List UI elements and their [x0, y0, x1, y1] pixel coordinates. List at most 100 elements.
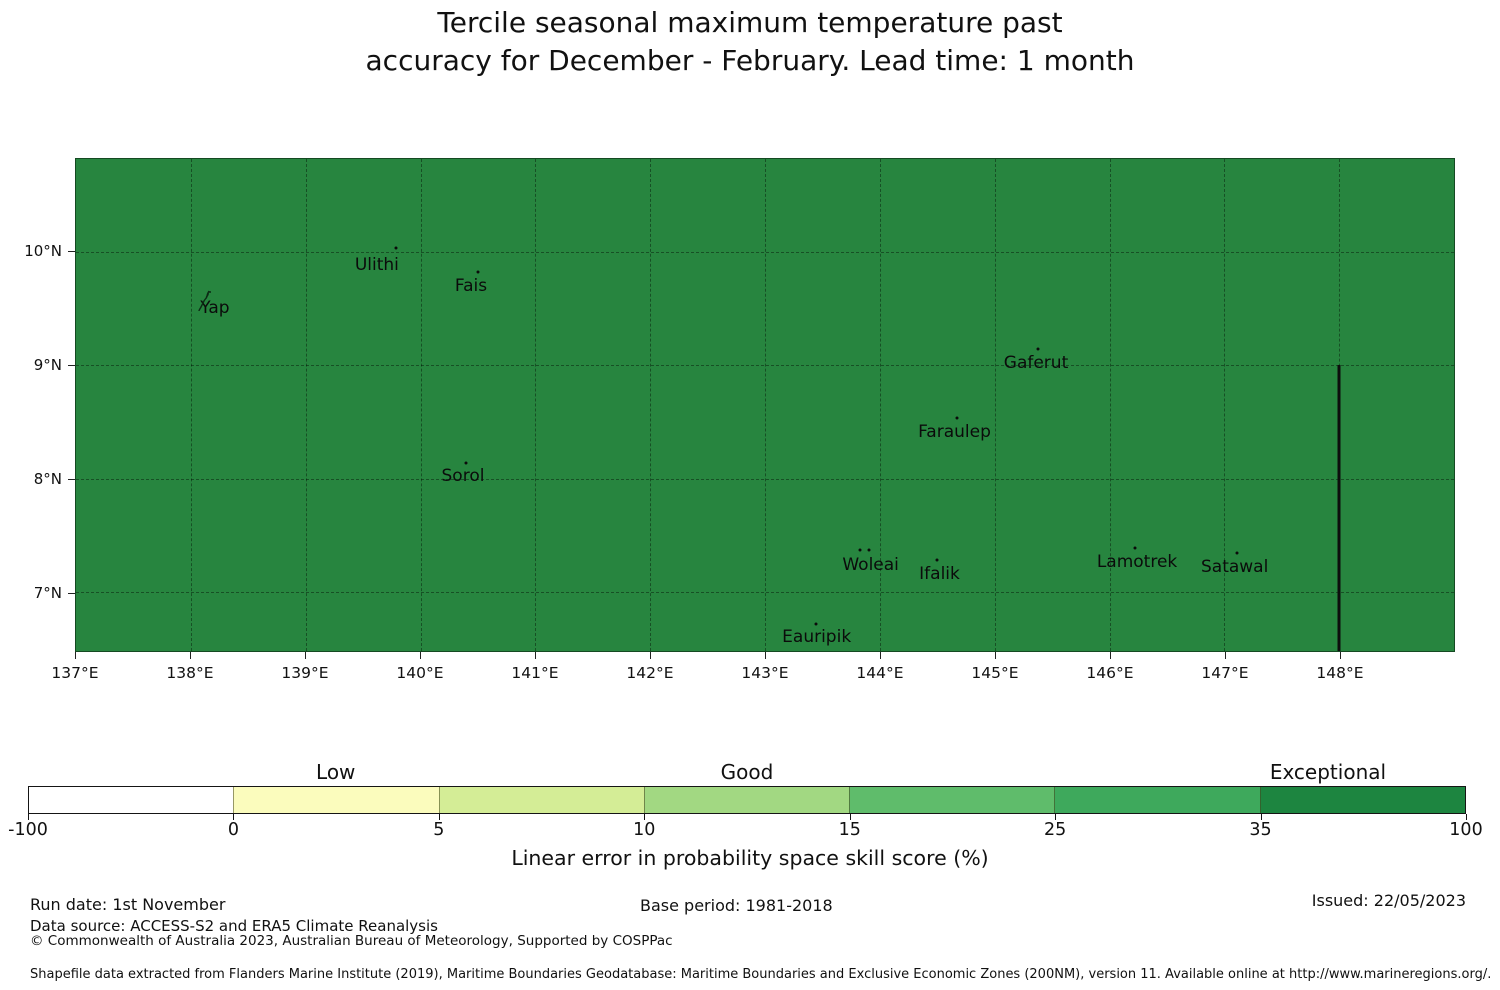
colorbar-segment	[1259, 787, 1465, 813]
colorbar-tick-label: -100	[8, 820, 48, 840]
lon-tick-mark	[995, 652, 996, 659]
lat-gridline	[76, 251, 1454, 253]
island-marker-dot	[1036, 347, 1040, 351]
colorbar-tick-label: 25	[1044, 820, 1067, 840]
lon-gridline	[190, 159, 192, 651]
lon-tick-mark	[1225, 652, 1226, 659]
data-source-text: Data source: ACCESS-S2 and ERA5 Climate …	[30, 917, 438, 935]
lon-tick-label: 138°E	[166, 664, 214, 682]
lon-gridline	[305, 159, 307, 651]
lon-tick-mark	[190, 652, 191, 659]
colorbar-tick-label: 35	[1249, 820, 1272, 840]
lon-tick-mark	[1340, 652, 1341, 659]
lon-gridline	[1109, 159, 1111, 651]
island-label: Yap	[200, 298, 230, 319]
island-label: Faraulep	[918, 422, 991, 442]
lon-tick-label: 147°E	[1201, 664, 1249, 682]
colorbar-tick-mark	[438, 814, 440, 820]
run-date-text: Run date: 1st November	[30, 895, 226, 914]
lat-gridline	[76, 591, 1454, 593]
island-label: Lamotrek	[1096, 552, 1178, 573]
colorbar-tick-label: 0	[227, 820, 239, 840]
lat-gridline	[76, 365, 1454, 367]
lat-tick-label: 9°N	[33, 355, 62, 374]
island-marker-dot	[935, 558, 939, 562]
colorbar-tick-label: 15	[838, 820, 861, 840]
island-marker-dot	[464, 461, 468, 465]
colorbar-tick-mark	[1466, 814, 1467, 820]
lon-tick-label: 145°E	[971, 664, 1019, 682]
colorbar-segment	[233, 787, 439, 813]
island-marker-dot	[867, 548, 871, 552]
eez-boundary-line	[1337, 365, 1341, 651]
lat-axis: 10°N 9°N 8°N 7°N	[0, 158, 62, 652]
map-plot: Yap Ulithi Fais Sorol Gaferut Faraulep Woleai I…	[68, 158, 1455, 659]
island-marker-dot	[858, 548, 862, 552]
colorbar-tick-mark	[849, 814, 851, 820]
colorbar-tick-label: 10	[633, 820, 656, 840]
lon-tick-label: 143°E	[741, 664, 789, 682]
lat-tick-mark	[68, 592, 75, 594]
lon-gridline	[535, 159, 537, 651]
colorbar-category-label: Good	[720, 760, 774, 784]
island-label: Sorol	[441, 466, 485, 487]
island-label: Gaferut	[1003, 352, 1069, 373]
lon-tick-label: 144°E	[856, 664, 904, 682]
colorbar-tick-mark	[28, 814, 29, 820]
lat-tick-label: 8°N	[33, 469, 62, 488]
shapefile-note-text: Shapefile data extracted from Flanders M…	[30, 967, 1492, 982]
lat-tick-label: 7°N	[33, 583, 62, 602]
colorbar-segment	[1054, 787, 1260, 813]
colorbar-segment	[438, 787, 644, 813]
colorbar-tick-label: 5	[433, 820, 445, 840]
lon-tick-label: 141°E	[511, 664, 559, 682]
lon-tick-mark	[880, 652, 881, 659]
lon-tick-mark	[535, 652, 536, 659]
colorbar-category-label: Low	[316, 760, 356, 784]
lon-axis: 137°E 138°E 139°E 140°E 141°E 142°E 143°E 144°E…	[51, 664, 1455, 688]
base-period-text: Base period: 1981-2018	[640, 896, 833, 915]
colorbar-category-label: Exceptional	[1269, 760, 1387, 784]
lon-gridline	[765, 159, 766, 651]
issued-date-text: Issued: 22/05/2023	[1311, 891, 1466, 910]
colorbar-tick-mark	[233, 814, 235, 820]
colorbar-tick-marks	[28, 814, 1467, 820]
island-marker-dot	[1235, 551, 1239, 555]
colorbar-tick-label: 100	[1449, 820, 1483, 840]
lon-tick-label: 148°E	[1316, 664, 1364, 682]
lon-gridline	[879, 159, 881, 651]
island-marker-dot	[814, 622, 818, 626]
colorbar-categories: Low Good Exceptional	[28, 760, 1466, 786]
lon-gridline	[650, 159, 652, 651]
colorbar-segment	[29, 787, 234, 813]
island-label: Ifalik	[919, 563, 960, 584]
island-marker-dot	[394, 246, 398, 250]
island-marker-dot	[1133, 546, 1137, 550]
page-title: Tercile seasonal maximum temperature pas…	[0, 4, 1500, 80]
colorbar-title: Linear error in probability space skill …	[511, 846, 989, 870]
lon-tick-mark	[1110, 652, 1111, 659]
lat-tick-mark	[68, 250, 75, 252]
lat-gridline	[76, 478, 1454, 480]
colorbar-tick-mark	[1260, 814, 1262, 820]
yap-island-outline	[197, 290, 211, 311]
lon-gridline	[994, 159, 996, 651]
lon-tick-label: 146°E	[1086, 664, 1134, 682]
island-label: Satawal	[1200, 557, 1269, 578]
lon-tick-label: 142°E	[626, 664, 674, 682]
island-label: Woleai	[842, 554, 899, 575]
lon-tick-label: 140°E	[396, 664, 444, 682]
lat-tick-mark	[68, 364, 75, 366]
page-title-line1: Tercile seasonal maximum temperature pas…	[437, 6, 1063, 39]
island-label: Fais	[454, 275, 488, 296]
lat-tick-mark	[68, 478, 75, 480]
lat-tick-label: 10°N	[24, 241, 62, 260]
plot-area: Yap Ulithi Fais Sorol Gaferut Faraulep Woleai I…	[75, 158, 1455, 652]
lon-tick-mark	[420, 652, 421, 659]
lon-gridline	[1224, 159, 1226, 651]
colorbar	[28, 786, 1466, 814]
colorbar-tick-labels: -100 0 5 10 15 25 35 100	[8, 820, 1483, 842]
colorbar-tick-mark	[644, 814, 646, 820]
island-label: Ulithi	[354, 255, 399, 276]
